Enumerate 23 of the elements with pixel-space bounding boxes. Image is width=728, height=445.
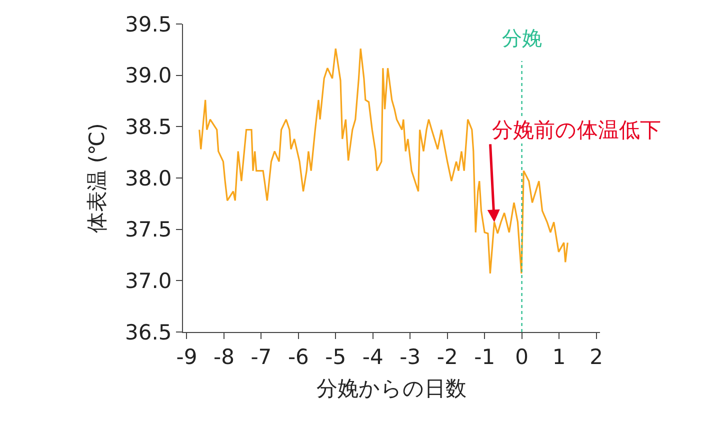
x-tick-label: -2 bbox=[436, 345, 458, 370]
x-tick-label: 1 bbox=[552, 345, 566, 370]
y-tick-label: 38.0 bbox=[125, 166, 172, 190]
y-tick-label: 37.0 bbox=[125, 269, 172, 294]
x-tick-label: -9 bbox=[176, 345, 198, 370]
ref-line-label: 分娩 bbox=[502, 26, 542, 50]
x-tick-label: -8 bbox=[213, 345, 234, 370]
y-axis-title: 体表温 (℃) bbox=[85, 123, 110, 233]
x-tick-label: -3 bbox=[400, 345, 421, 370]
x-tick-label: -6 bbox=[288, 345, 309, 370]
y-tick-label: 38.5 bbox=[125, 115, 172, 140]
annotation: 分娩前の体温低下 bbox=[492, 118, 661, 142]
y-tick-label: 39.5 bbox=[125, 12, 172, 36]
y-tick-label: 36.5 bbox=[125, 320, 172, 344]
y-tick-label: 37.5 bbox=[125, 218, 172, 242]
y-tick-label: 39.0 bbox=[125, 64, 172, 88]
x-tick-label: -5 bbox=[325, 345, 346, 370]
x-tick-label: -4 bbox=[362, 345, 384, 370]
x-tick-label: 0 bbox=[515, 345, 528, 370]
x-tick-label: -1 bbox=[474, 345, 496, 370]
x-tick-label: 2 bbox=[590, 345, 603, 370]
x-tick-label: -7 bbox=[250, 345, 272, 370]
x-axis-title: 分娩からの日数 bbox=[316, 376, 466, 400]
